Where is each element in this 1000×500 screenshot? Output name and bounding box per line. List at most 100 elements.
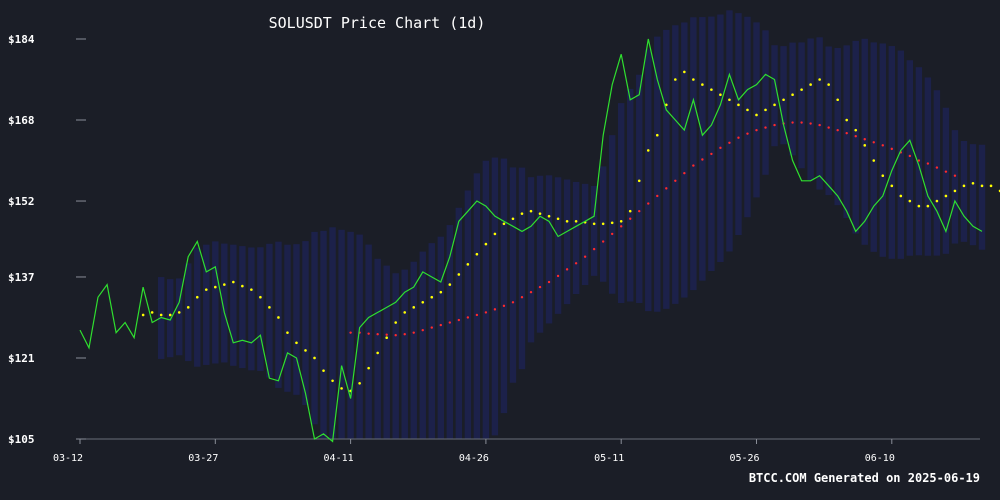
band-column bbox=[203, 244, 210, 365]
x-tick-label: 03-27 bbox=[188, 453, 218, 464]
y-tick-label: $137 bbox=[8, 271, 35, 284]
ma20-point bbox=[421, 300, 425, 304]
ma50-point bbox=[385, 333, 388, 336]
band-column bbox=[708, 16, 715, 272]
ma20-point bbox=[529, 209, 533, 213]
band-column bbox=[383, 265, 390, 439]
ma20-point bbox=[836, 98, 839, 102]
ma20-point bbox=[989, 184, 993, 188]
ma50-point bbox=[854, 135, 857, 138]
ma20-point bbox=[204, 288, 208, 291]
ma50-point bbox=[610, 232, 614, 236]
ma20-point bbox=[728, 98, 731, 102]
ma20-point bbox=[953, 189, 957, 193]
axes: $184 $168 $152 $137 $121 $105 03-12 03-27 04-11 0… bbox=[8, 33, 980, 464]
ma50-point bbox=[538, 285, 542, 289]
ma20-point bbox=[944, 194, 948, 198]
band-column bbox=[744, 16, 751, 218]
band-column bbox=[527, 177, 535, 343]
footer-note: BTCC.COM Generated on 2025-06-19 bbox=[749, 471, 980, 485]
ma50-point bbox=[728, 141, 731, 144]
x-tick-label: 04-26 bbox=[459, 453, 489, 464]
band-column bbox=[572, 181, 580, 295]
ma50-point bbox=[439, 323, 442, 327]
bollinger-band bbox=[157, 10, 986, 440]
ma20-point bbox=[475, 252, 479, 256]
band-column bbox=[545, 175, 553, 324]
band-column bbox=[816, 37, 823, 190]
ma20-point bbox=[493, 232, 497, 236]
ma20-point bbox=[872, 159, 876, 162]
y-tick-label: $168 bbox=[8, 114, 35, 127]
x-tick-label: 03-12 bbox=[53, 453, 83, 464]
band-column bbox=[789, 42, 796, 156]
band-column bbox=[870, 42, 877, 252]
band-column bbox=[861, 38, 868, 245]
ma20-point bbox=[665, 103, 668, 107]
ma20-point bbox=[403, 311, 407, 314]
ma20-point bbox=[908, 199, 912, 203]
band-column bbox=[978, 144, 986, 250]
ma20-point bbox=[223, 283, 226, 286]
ma20-point bbox=[195, 295, 199, 299]
band-column bbox=[338, 229, 345, 439]
ma20-point bbox=[800, 88, 803, 91]
ma20-point bbox=[701, 83, 704, 86]
band-column bbox=[500, 158, 508, 414]
ma50-point bbox=[601, 240, 605, 243]
band-column bbox=[627, 88, 634, 302]
chart-title: SOLUSDT Price Chart (1d) bbox=[269, 14, 486, 32]
ma20-point bbox=[899, 194, 903, 198]
ma20-point bbox=[655, 133, 659, 137]
ma50-point bbox=[620, 225, 623, 228]
band-column bbox=[212, 241, 219, 364]
ma50-point bbox=[592, 247, 596, 251]
band-column bbox=[419, 251, 426, 439]
ma20-point bbox=[214, 285, 217, 289]
ma20-point bbox=[881, 174, 885, 178]
band-column bbox=[482, 160, 490, 440]
ma50-point bbox=[674, 179, 677, 182]
ma50-point bbox=[953, 174, 957, 177]
ma50-point bbox=[917, 159, 921, 162]
ma50-point bbox=[466, 316, 470, 319]
ma20-point bbox=[358, 382, 361, 385]
band-column bbox=[933, 90, 941, 256]
band-column bbox=[879, 43, 886, 257]
ma20-point bbox=[168, 313, 172, 317]
ma20-point bbox=[845, 118, 848, 122]
ma50-point bbox=[719, 146, 722, 150]
ma50-point bbox=[394, 334, 397, 337]
ma20-point bbox=[592, 222, 596, 226]
ma50-point bbox=[791, 121, 794, 124]
ma20-point bbox=[791, 93, 794, 96]
ma20-point bbox=[854, 128, 858, 132]
band-column bbox=[401, 269, 408, 439]
band-column bbox=[897, 50, 905, 259]
ma50-point bbox=[800, 121, 803, 124]
ma50-point bbox=[412, 331, 415, 334]
band-column bbox=[518, 167, 526, 370]
ma20-point bbox=[926, 204, 930, 208]
ma50-point bbox=[890, 147, 893, 151]
band-column bbox=[536, 175, 544, 333]
band-column bbox=[365, 244, 372, 439]
ma20-point bbox=[394, 321, 398, 324]
band-column bbox=[554, 177, 562, 314]
ma50-point bbox=[430, 326, 433, 329]
ma20-point bbox=[917, 204, 921, 208]
band-column bbox=[347, 231, 354, 439]
band-column bbox=[636, 74, 643, 304]
band-column bbox=[230, 244, 237, 366]
ma50-point bbox=[484, 311, 488, 314]
band-column bbox=[455, 207, 463, 439]
band-column bbox=[392, 273, 399, 439]
ma20-point bbox=[150, 311, 154, 314]
band-column bbox=[771, 45, 778, 147]
ma50-point bbox=[809, 122, 812, 125]
ma20-point bbox=[313, 356, 316, 360]
band-column bbox=[311, 231, 318, 425]
ma20-point bbox=[259, 295, 262, 299]
band-column bbox=[428, 243, 435, 439]
band-column bbox=[302, 241, 309, 406]
